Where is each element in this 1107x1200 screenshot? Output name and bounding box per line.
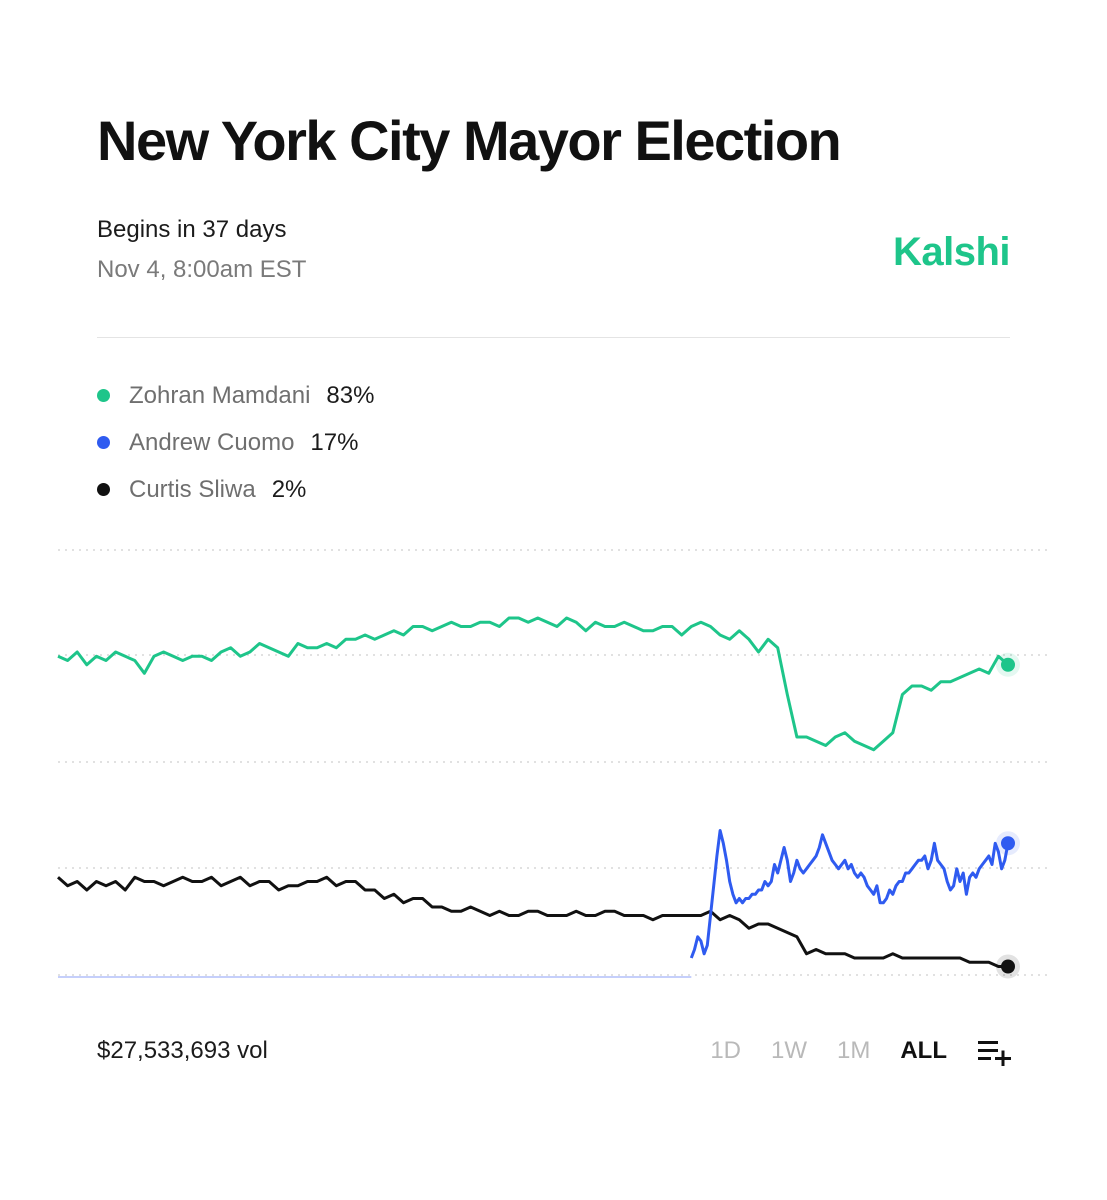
range-1d-button[interactable]: 1D: [710, 1037, 741, 1064]
series-end-point: [1001, 959, 1015, 974]
range-1m-button[interactable]: 1M: [837, 1037, 871, 1064]
legend: Zohran Mamdani 83% Andrew Cuomo 17% Curt…: [97, 372, 374, 513]
range-selector: 1D 1W 1M ALL: [710, 1037, 947, 1065]
divider: [97, 337, 1010, 338]
event-date: Nov 4, 8:00am EST: [97, 256, 307, 283]
series-dot-icon: [97, 483, 110, 496]
legend-value: 17%: [310, 428, 359, 456]
legend-name: Zohran Mamdani: [129, 381, 311, 409]
page-title: New York City Mayor Election: [97, 109, 842, 172]
volume-label: $27,533,693 vol: [97, 1037, 268, 1064]
series-dot-icon: [97, 436, 110, 449]
series-dot-icon: [97, 389, 110, 402]
legend-value: 2%: [271, 475, 307, 503]
series-end-point: [1001, 836, 1015, 851]
legend-item-cuomo[interactable]: Andrew Cuomo 17%: [97, 419, 374, 466]
legend-name: Andrew Cuomo: [129, 428, 295, 456]
range-all-button[interactable]: ALL: [900, 1037, 947, 1064]
series-end-point: [1001, 657, 1015, 672]
series-line-zohran-mamdani: [57, 616, 1009, 752]
begins-countdown: Begins in 37 days: [97, 216, 287, 243]
legend-name: Curtis Sliwa: [129, 475, 256, 503]
legend-value: 83%: [326, 381, 375, 409]
add-to-list-icon[interactable]: [978, 1040, 1014, 1066]
brand-logo: Kalshi: [892, 230, 1011, 274]
legend-item-mamdani[interactable]: Zohran Mamdani 83%: [97, 372, 374, 419]
range-1w-button[interactable]: 1W: [771, 1037, 807, 1064]
series-line-curtis-sliwa: [57, 875, 1008, 968]
series-line-andrew-cuomo: [689, 829, 1010, 959]
legend-item-sliwa[interactable]: Curtis Sliwa 2%: [97, 466, 374, 513]
price-chart[interactable]: [0, 530, 1107, 1010]
